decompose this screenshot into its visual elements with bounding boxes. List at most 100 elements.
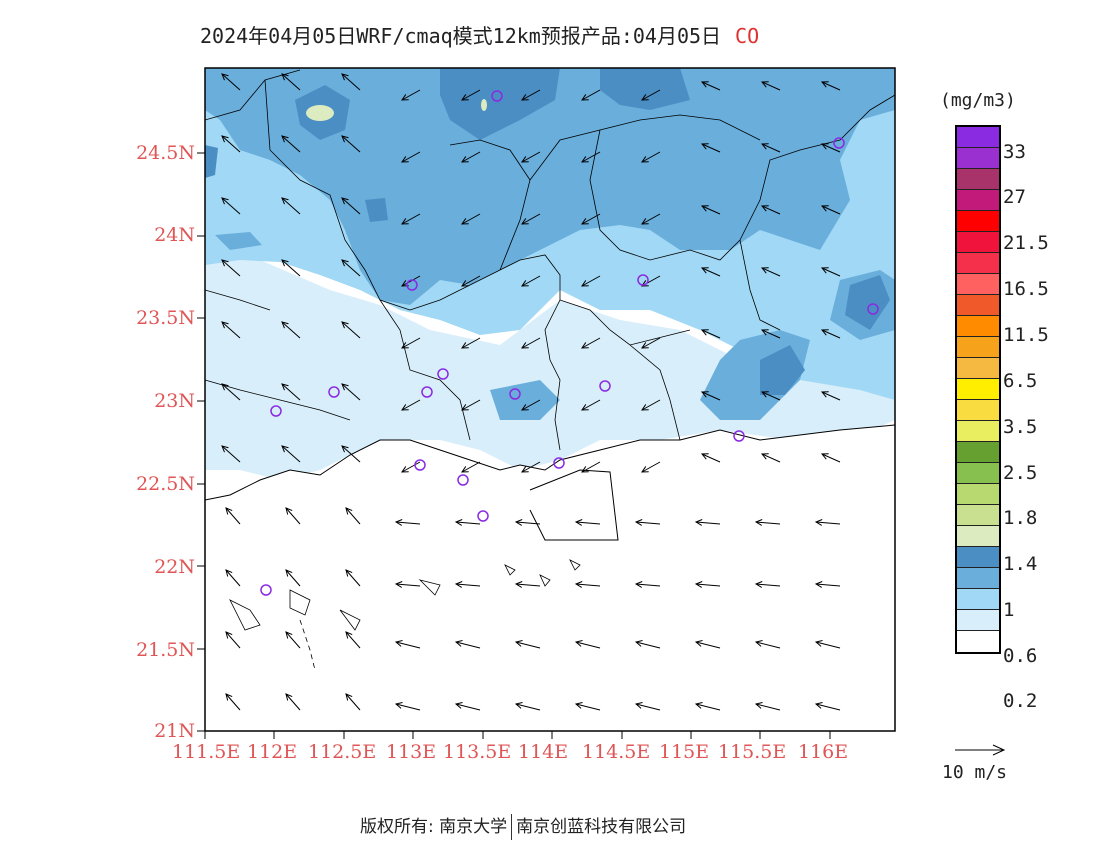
high-value-spot [306,105,334,121]
wind-arrow-head [225,631,233,639]
legend-color-swatch [957,526,999,547]
legend-color-swatch [957,169,999,190]
wind-arrow-head [285,693,293,701]
wind-arrow [521,151,541,163]
wind-arrow-head [394,581,403,588]
wind-arrow-head [820,143,829,150]
wind-arrow-head [581,94,589,101]
wind-arrow [225,569,241,587]
wind-arrow [461,337,481,349]
copyright-owner-label: 版权所有: [360,817,434,837]
wind-arrow-head [820,391,829,398]
wind-arrow-head [285,631,293,639]
wind-arrow [281,135,301,153]
title-text: 2024年04月05日WRF/cmaq模式12km预报产品:04月05日 [200,24,722,48]
wind-arrow-head [521,94,529,101]
legend-color-swatch [957,547,999,568]
wind-arrow-head [820,329,829,336]
legend-color-swatch [957,148,999,169]
wind-vector-field [221,73,841,711]
wind-arrow-head [461,218,469,225]
legend-color-swatch [957,127,999,148]
wind-arrow [641,337,661,349]
wind-arrow-head [754,519,763,526]
wind-arrow-head [574,581,583,588]
wind-arrow [461,461,481,473]
wind-arrow [701,81,721,91]
legend-colorbar [955,125,1001,654]
wind-arrow-head [694,702,703,709]
legend-color-swatch [957,568,999,589]
wind-arrow-head [574,640,583,647]
wind-arrow-head [820,205,829,212]
legend-color-swatch [957,295,999,316]
wind-arrow-head [641,156,649,163]
legend-color-swatch [957,190,999,211]
wind-arrow [401,275,421,287]
wind-arrow-head [760,143,769,150]
wind-arrow-head [700,143,709,150]
wind-arrow [345,631,361,649]
wind-arrow [281,259,301,277]
wind-arrow [281,383,301,401]
wind-arrow [221,259,241,277]
legend-label: 1 [1003,599,1015,621]
wind-arrow-head [521,342,529,349]
wind-arrow-head [574,702,583,709]
wind-arrow-head [514,702,523,709]
wind-arrow [821,391,841,401]
wind-arrow [461,213,481,225]
legend-color-swatch [957,484,999,505]
wind-arrow [695,521,721,525]
wind-arrow-head [700,81,709,88]
wind-arrow [395,703,421,711]
wind-arrow [641,399,661,411]
station-marker [406,279,418,291]
maritime-boundary [299,619,316,671]
wind-arrow [401,213,421,225]
wind-arrow-head [521,466,529,473]
wind-arrow [815,521,841,525]
wind-arrow [641,461,661,473]
wind-arrow [821,81,841,91]
wind-arrow [581,275,601,287]
wind-arrow-head [694,581,703,588]
wind-arrow-head [341,321,349,329]
wind-arrow-head [401,156,409,163]
wind-arrow [581,461,601,473]
legend-label: 1.4 [1003,553,1038,575]
station-marker [414,459,426,471]
wind-arrow [401,89,421,101]
wind-arrow [701,329,721,339]
station-marker [421,386,433,398]
wind-arrow-head [221,135,229,143]
wind-arrow [755,583,781,587]
wind-arrow [225,693,241,711]
copyright-org1: 南京大学 [439,817,508,837]
wind-arrow [221,197,241,215]
wind-arrow [641,213,661,225]
lon-label-113: 113E [386,741,437,763]
wind-arrow-head [345,569,353,577]
wind-arrow-head [225,569,233,577]
wind-arrow-head [394,702,403,709]
legend-color-swatch [957,400,999,421]
wind-arrow-head [454,702,463,709]
wind-arrow-head [760,205,769,212]
station-marker [599,380,611,392]
lat-label-24: 24N [154,224,195,246]
legend-color-swatch [957,211,999,232]
wind-arrow-head [221,197,229,205]
wind-arrow-head [394,519,403,526]
wind-arrow [761,329,781,339]
wind-arrow [821,453,841,463]
wind-arrow-head [694,640,703,647]
wind-arrow-head [700,329,709,336]
legend-color-swatch [957,358,999,379]
wind-arrow [461,275,481,287]
wind-arrow-head [581,280,589,287]
legend-unit: (mg/m3) [940,90,1016,111]
lat-label-22-5: 22.5N [136,473,195,495]
wind-arrow-head [225,507,233,515]
